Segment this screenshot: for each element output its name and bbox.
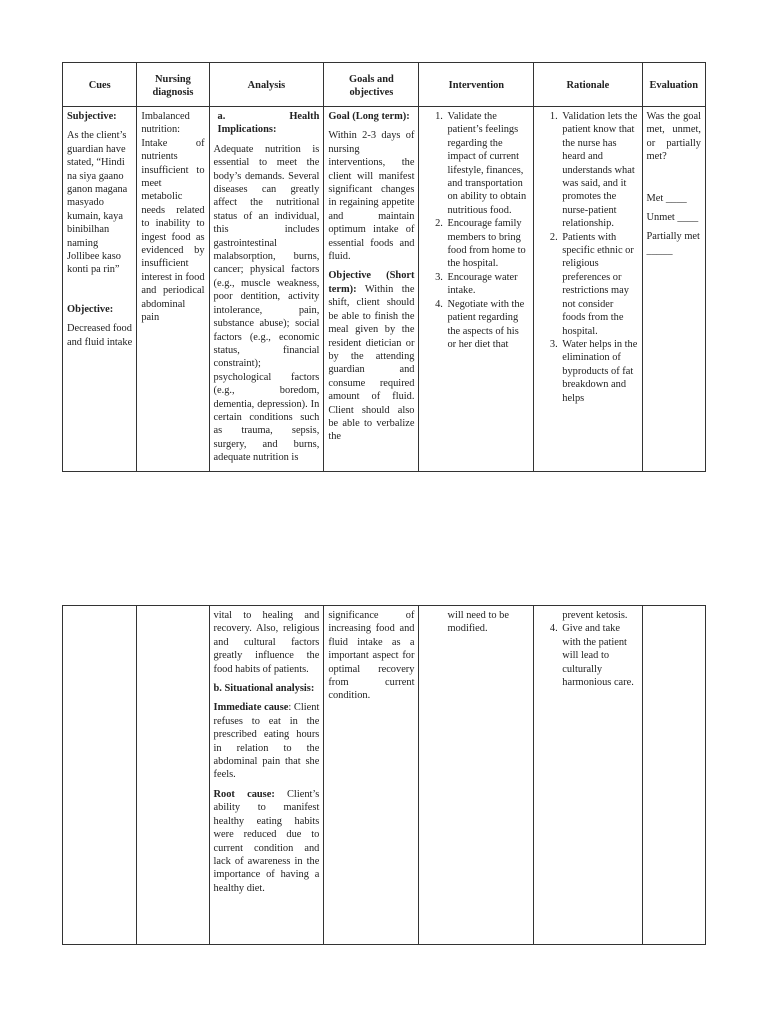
health-implications-heading: a. Health Implications: <box>217 111 320 136</box>
intervention-continued: will need to be modified. <box>447 610 509 635</box>
intervention-item: Encourage family members to bring food f… <box>445 217 529 271</box>
rationale-item: Water helps in the elimination of byprod… <box>560 338 637 405</box>
long-term-goal-text: Within 2-3 days of nursing interventions… <box>328 130 415 263</box>
evaluation-cell: Was the goal met, unmet, or partially me… <box>641 106 707 472</box>
analysis-cell: vital to healing and recovery. Also, rel… <box>208 605 325 945</box>
evaluation-met: Met ____ <box>646 192 687 204</box>
header-intervention: Intervention <box>418 62 535 107</box>
intervention-list: Validate the patient’s feelings regardin… <box>423 110 529 351</box>
intervention-item: Validate the patient’s feelings regardin… <box>445 110 529 217</box>
header-goals: Goals and objectives <box>323 62 420 107</box>
objective-label: Objective: <box>67 303 114 315</box>
evaluation-cell-empty <box>641 605 707 945</box>
immediate-cause-text: : Client refuses to eat in the prescribe… <box>213 702 320 781</box>
analysis-cell: a. Health Implications: Adequate nutriti… <box>208 106 325 472</box>
intervention-item: Encourage water intake. <box>445 271 529 298</box>
root-cause-label: Root cause: <box>213 788 275 800</box>
header-analysis: Analysis <box>208 62 325 107</box>
header-evaluation: Evaluation <box>641 62 707 107</box>
rationale-cell: Validation lets the patient know that th… <box>533 106 643 472</box>
health-implications-text: Adequate nutrition is essential to meet … <box>213 143 320 464</box>
goals-cell: Goal (Long term): Within 2-3 days of nur… <box>323 106 420 472</box>
short-term-objective-text: Within the shift, client should be able … <box>328 283 415 443</box>
situational-analysis-heading: b. Situational analysis: <box>213 683 315 695</box>
rationale-list: Validation lets the patient know that th… <box>538 110 637 405</box>
immediate-cause-label: Immediate cause <box>213 702 289 714</box>
rationale-continued: prevent ketosis. <box>562 610 628 621</box>
short-term-objective-label: Objective (Short term): <box>328 270 415 295</box>
evaluation-partially-met: Partially met _____ <box>646 231 700 256</box>
goals-continued: significance of increasing food and flui… <box>328 610 415 702</box>
header-row: Cues Nursing diagnosis Analysis Goals an… <box>61 62 707 107</box>
rationale-cell: prevent ketosis. Give and take with the … <box>533 605 643 945</box>
care-plan-table-page-1: Cues Nursing diagnosis Analysis Goals an… <box>61 62 707 472</box>
cues-cell: Subjective: As the client’s guardian hav… <box>61 106 138 472</box>
long-term-goal-label: Goal (Long term): <box>328 111 410 122</box>
diagnosis-text: Imbalanced nutrition: Intake of nutrient… <box>141 111 205 324</box>
diagnosis-cell-empty <box>136 605 210 945</box>
rationale-item: Validation lets the patient know that th… <box>560 110 637 231</box>
header-nursing-diagnosis: Nursing diagnosis <box>136 62 210 107</box>
rationale-item: Patients with specific ethnic or religio… <box>560 231 637 338</box>
evaluation-question: Was the goal met, unmet, or partially me… <box>646 111 701 163</box>
goals-cell: significance of increasing food and flui… <box>323 605 420 945</box>
root-cause-text: Client’s ability to manifest healthy eat… <box>213 788 320 894</box>
evaluation-unmet: Unmet ____ <box>646 212 699 224</box>
table-row: Subjective: As the client’s guardian hav… <box>61 106 707 472</box>
subjective-label: Subjective: <box>67 111 117 122</box>
rationale-item: Give and take with the patient will lead… <box>560 622 637 689</box>
subjective-text: As the client’s guardian have stated, “H… <box>67 130 128 276</box>
intervention-item: Negotiate with the patient regarding the… <box>445 298 529 352</box>
intervention-cell: Validate the patient’s feelings regardin… <box>418 106 535 472</box>
table-row: vital to healing and recovery. Also, rel… <box>61 605 707 945</box>
intervention-cell: will need to be modified. <box>418 605 535 945</box>
header-rationale: Rationale <box>533 62 643 107</box>
cues-cell-empty <box>61 605 138 945</box>
objective-text: Decreased food and fluid intake <box>67 323 133 348</box>
diagnosis-cell: Imbalanced nutrition: Intake of nutrient… <box>136 106 210 472</box>
analysis-continued: vital to healing and recovery. Also, rel… <box>213 610 320 675</box>
rationale-list: Give and take with the patient will lead… <box>538 622 637 689</box>
care-plan-table-page-2: vital to healing and recovery. Also, rel… <box>61 605 707 945</box>
header-cues: Cues <box>61 62 138 107</box>
